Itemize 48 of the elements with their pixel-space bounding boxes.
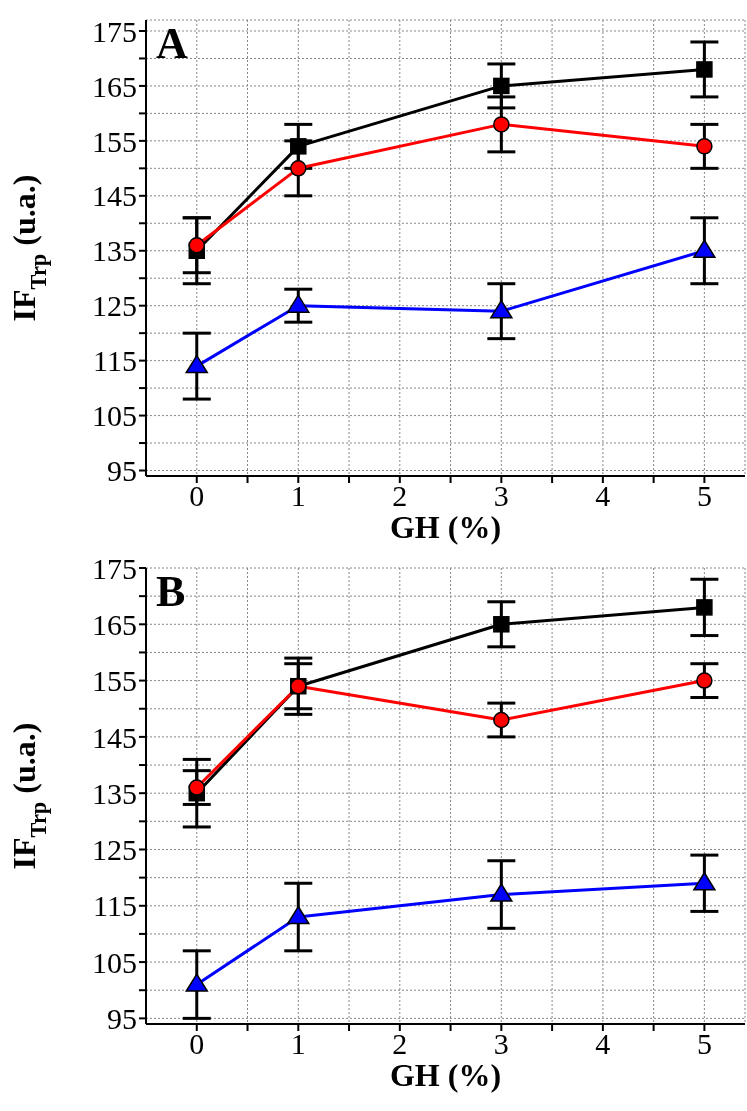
y-tick-label: 105 <box>92 399 137 433</box>
x-tick-label: 4 <box>595 1027 611 1061</box>
x-tick-label: 4 <box>595 479 611 513</box>
point <box>696 138 713 155</box>
y-tick-label: 135 <box>92 776 137 810</box>
point <box>493 711 510 729</box>
point <box>188 779 206 796</box>
point <box>696 599 713 616</box>
y-tick-label: 165 <box>92 607 137 641</box>
y-tick-label: 155 <box>92 664 137 698</box>
y-tick-label: 145 <box>92 720 137 754</box>
y-tick-label: 165 <box>92 69 137 103</box>
point <box>287 905 310 925</box>
y-tick-label: 145 <box>92 179 137 213</box>
point <box>493 77 510 95</box>
point <box>185 354 209 374</box>
annotation: A <box>156 19 188 68</box>
y-tick-label: 155 <box>92 124 137 158</box>
annotation: B <box>156 567 186 616</box>
point <box>493 116 510 133</box>
point <box>290 160 307 177</box>
x-tick-label: 5 <box>696 1027 712 1061</box>
point <box>693 239 716 258</box>
point <box>696 61 713 78</box>
point <box>490 299 513 319</box>
x-tick-label: 5 <box>696 479 712 513</box>
y-tick-label: 175 <box>92 551 137 585</box>
point <box>290 138 307 155</box>
y-tick-label: 105 <box>92 945 137 979</box>
x-tick-label: 0 <box>189 479 205 513</box>
point <box>693 872 716 891</box>
y-tick-label: 135 <box>92 234 137 268</box>
point <box>185 973 209 992</box>
x-tick-label: 0 <box>189 1027 205 1061</box>
y-tick-label: 175 <box>92 14 137 48</box>
point <box>188 237 206 254</box>
y-tick-label: 125 <box>92 833 137 867</box>
point <box>490 883 513 902</box>
point <box>696 672 713 689</box>
y-tick-label: 95 <box>107 454 137 488</box>
y-tick-label: 115 <box>93 889 137 923</box>
y-tick-label: 125 <box>92 289 137 323</box>
point <box>493 616 510 633</box>
y-tick-label: 95 <box>107 1002 137 1036</box>
x-tick-label: 1 <box>290 479 306 513</box>
x-tick-label: 1 <box>290 1027 306 1061</box>
y-tick-label: 115 <box>93 344 137 378</box>
point <box>287 294 310 313</box>
